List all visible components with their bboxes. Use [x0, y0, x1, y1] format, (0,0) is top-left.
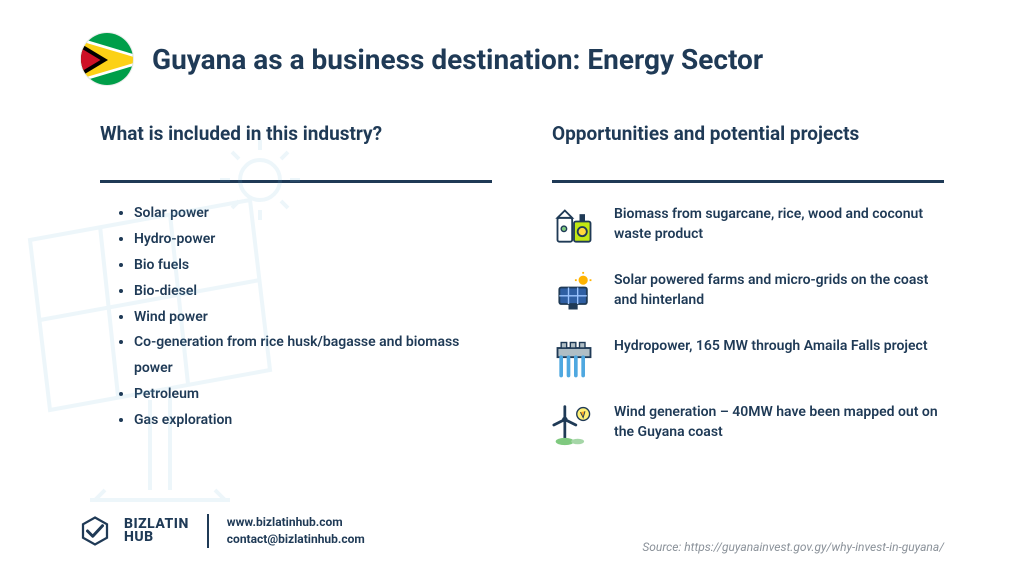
industry-list: Solar powerHydro-powerBio fuelsBio-diese… [100, 201, 492, 434]
industry-list-item: Gas exploration [134, 408, 492, 434]
hydro-icon [552, 337, 596, 381]
opportunity-text: Hydropower, 165 MW through Amaila Falls … [614, 337, 928, 357]
brand-bottom: HUB [124, 529, 154, 545]
opportunity-text: Biomass from sugarcane, rice, wood and c… [614, 205, 944, 244]
opportunity-item: Solar powered farms and micro-grids on t… [552, 271, 944, 315]
left-subhead: What is included in this industry? [100, 122, 492, 172]
opportunity-item: Wind generation – 40MW have been mapped … [552, 403, 944, 447]
content-columns: What is included in this industry? Solar… [0, 86, 1024, 447]
solar-icon [552, 271, 596, 315]
industry-list-item: Bio-diesel [134, 279, 492, 305]
source-citation: Source: https://guyanainvest.gov.gy/why-… [642, 540, 944, 554]
footer-email: contact@bizlatinhub.com [227, 531, 365, 548]
right-subhead: Opportunities and potential projects [552, 122, 944, 172]
opportunity-item: Biomass from sugarcane, rice, wood and c… [552, 205, 944, 249]
header: Guyana as a business destination: Energy… [0, 0, 1024, 86]
industry-list-item: Co-generation from rice husk/bagasse and… [134, 330, 492, 382]
industry-list-item: Hydro-power [134, 227, 492, 253]
guyana-flag-icon [80, 32, 134, 86]
right-divider [552, 180, 944, 183]
wind-icon [552, 403, 596, 447]
page-title: Guyana as a business destination: Energy… [152, 43, 763, 76]
biomass-icon [552, 205, 596, 249]
left-column: What is included in this industry? Solar… [100, 122, 492, 447]
industry-list-item: Wind power [134, 305, 492, 331]
brand-name: BIZLATIN HUB [124, 518, 189, 545]
industry-list-item: Bio fuels [134, 253, 492, 279]
right-column: Opportunities and potential projects Bio… [552, 122, 944, 447]
opportunity-item: Hydropower, 165 MW through Amaila Falls … [552, 337, 944, 381]
left-divider [100, 180, 492, 183]
footer-contact: www.bizlatinhub.com contact@bizlatinhub.… [227, 514, 365, 548]
footer-website: www.bizlatinhub.com [227, 514, 365, 531]
industry-list-item: Petroleum [134, 382, 492, 408]
footer: BIZLATIN HUB www.bizlatinhub.com contact… [80, 514, 365, 548]
footer-separator [207, 514, 209, 548]
bizlatinhub-logo-icon [80, 516, 110, 546]
opportunities-list: Biomass from sugarcane, rice, wood and c… [552, 201, 944, 447]
opportunity-text: Solar powered farms and micro-grids on t… [614, 271, 944, 310]
industry-list-item: Solar power [134, 201, 492, 227]
opportunity-text: Wind generation – 40MW have been mapped … [614, 403, 944, 442]
